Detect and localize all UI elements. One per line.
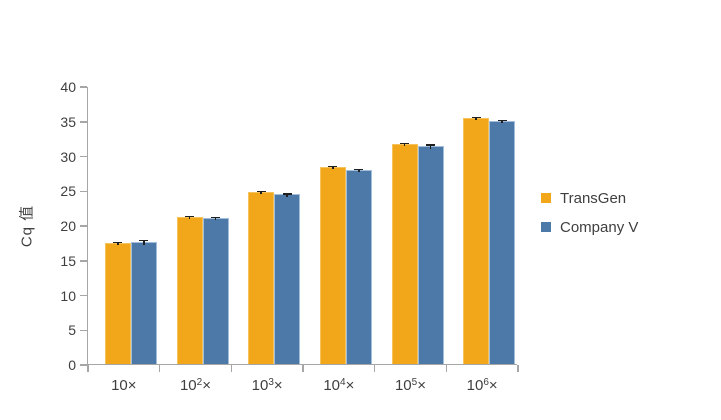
y-tick-label: 30 — [60, 148, 76, 165]
y-tick-label: 10 — [60, 287, 76, 304]
x-tick-label: 105× — [394, 377, 426, 394]
y-axis-tick — [80, 260, 87, 262]
x-axis-tick — [445, 365, 448, 372]
bar-transgen — [104, 243, 131, 364]
error-bar-stem — [117, 242, 119, 246]
legend-label-company-v: Company V — [560, 218, 639, 236]
error-bar-cap — [497, 119, 507, 122]
x-tick-label: 102× — [179, 377, 211, 394]
y-tick-label: 20 — [60, 218, 76, 234]
y-tick-label: 15 — [60, 252, 76, 269]
x-axis-tick — [517, 365, 519, 372]
error-bar-stem — [214, 217, 217, 221]
y-axis-tick — [80, 121, 87, 123]
legend-label-transgen: TransGen — [560, 189, 627, 207]
bar-company-v — [417, 145, 444, 364]
legend-item-company-v: Company V — [541, 218, 638, 236]
y-axis-tick — [80, 364, 87, 366]
error-bar-stem — [475, 117, 477, 121]
y-axis-tick — [80, 225, 87, 227]
error-bar-cap — [471, 116, 481, 119]
y-tick-label: 5 — [68, 322, 76, 339]
error-bar-cap — [354, 168, 364, 171]
error-bar-cap — [139, 239, 149, 242]
legend: TransGen Company V — [541, 189, 638, 236]
y-tick-label: 25 — [60, 183, 76, 200]
x-axis-tick — [158, 365, 161, 372]
bar-transgen — [463, 117, 490, 364]
x-axis-tick — [87, 365, 89, 372]
y-axis-title: Cq 值 — [18, 204, 36, 248]
plot-area: 0 5 10 15 20 25 30 35 40 10× 102× 103× 104× 105× 106× — [60, 79, 519, 394]
x-tick-label: 106× — [466, 377, 498, 394]
x-tick-label: 104× — [323, 377, 355, 394]
error-bar-cap — [113, 241, 123, 244]
bar-transgen — [319, 166, 346, 364]
legend-swatch-transgen — [541, 193, 551, 203]
y-tick-label: 40 — [60, 79, 76, 95]
error-bar-stem — [260, 191, 262, 195]
bar-company-v — [345, 170, 372, 364]
error-bar-cap — [426, 144, 435, 146]
bar-transgen — [391, 143, 418, 364]
error-bar-cap — [282, 193, 292, 195]
x-axis-tick — [373, 365, 376, 372]
error-bar-stem — [358, 169, 360, 173]
x-tick-label: 103× — [251, 377, 283, 394]
legend-item-transgen: TransGen — [541, 189, 638, 207]
error-bar-cap — [328, 165, 338, 168]
error-bar-stem — [143, 240, 145, 245]
legend-swatch-company-v — [541, 222, 551, 232]
y-axis-tick — [80, 190, 87, 192]
y-axis-tick — [80, 329, 87, 331]
bar-company-v — [130, 241, 157, 364]
y-axis-tick — [80, 86, 87, 88]
x-axis-tick — [230, 365, 233, 372]
bar-transgen — [176, 216, 203, 364]
error-bar-stem — [332, 166, 334, 169]
error-bar-cap — [256, 190, 266, 192]
y-axis-tick — [80, 294, 87, 297]
bar-company-v — [202, 218, 229, 364]
bar-company-v — [274, 194, 301, 364]
y-tick-label: 0 — [68, 357, 76, 373]
error-bar-stem — [429, 145, 432, 149]
error-bar-stem — [286, 194, 288, 197]
x-tick-label: 10× — [111, 377, 137, 394]
error-bar-stem — [188, 216, 191, 219]
x-axis-tick — [302, 365, 304, 372]
bar-transgen — [248, 191, 275, 364]
error-bar-stem — [403, 143, 406, 147]
bar-company-v — [489, 120, 516, 364]
y-tick-label: 35 — [60, 113, 76, 130]
error-bar-cap — [400, 142, 409, 145]
y-axis-tick — [80, 155, 87, 158]
error-bar-stem — [501, 120, 503, 124]
error-bar-cap — [211, 216, 220, 219]
error-bar-cap — [185, 215, 194, 218]
